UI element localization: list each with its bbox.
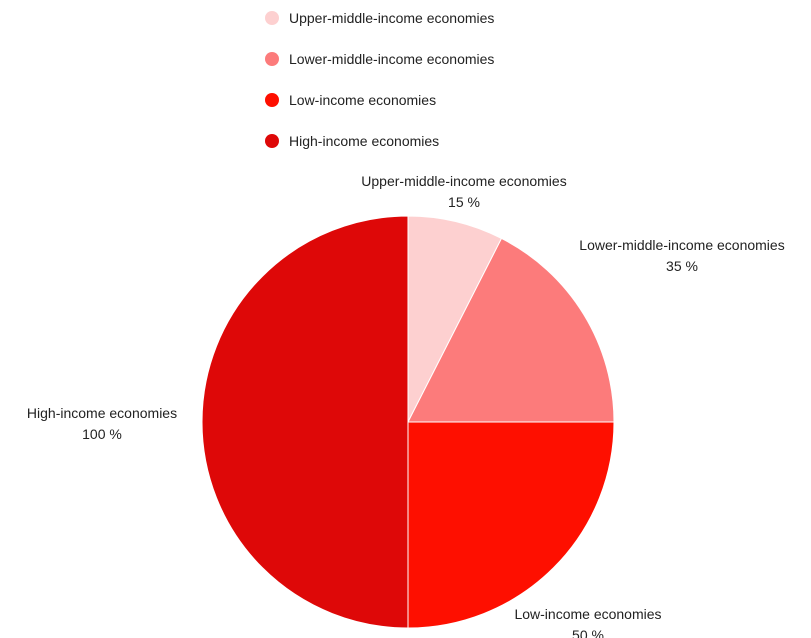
legend-swatch-upper-middle-income xyxy=(265,11,279,25)
chart-legend: Upper-middle-income economies Lower-midd… xyxy=(265,8,494,151)
slice-value-lower-middle-income-economies: 35 % xyxy=(666,258,698,274)
legend-swatch-lower-middle-income xyxy=(265,52,279,66)
pie-slice-low-income-economies[interactable] xyxy=(407,421,615,629)
legend-label: Low-income economies xyxy=(289,92,437,108)
pie-slice-upper-middle-income-economies[interactable] xyxy=(407,215,503,423)
legend-item-upper-middle-income[interactable]: Upper-middle-income economies xyxy=(265,8,494,28)
legend-item-lower-middle-income[interactable]: Lower-middle-income economies xyxy=(265,49,494,69)
legend-swatch-low-income xyxy=(265,93,279,107)
legend-item-low-income[interactable]: Low-income economies xyxy=(265,90,494,110)
slice-label-low-income-economies: Low-income economies xyxy=(514,606,661,622)
slice-value-low-income-economies: 50 % xyxy=(572,627,604,638)
legend-label: Upper-middle-income economies xyxy=(289,10,495,26)
slice-label-upper-middle-income-economies: Upper-middle-income economies xyxy=(361,173,566,189)
slice-value-high-income-economies: 100 % xyxy=(82,426,122,442)
slice-label-high-income-economies: High-income economies xyxy=(27,405,177,421)
legend-label: High-income economies xyxy=(289,133,440,149)
slice-value-upper-middle-income-economies: 15 % xyxy=(448,194,480,210)
slice-label-lower-middle-income-economies: Lower-middle-income economies xyxy=(579,237,784,253)
legend-item-high-income[interactable]: High-income economies xyxy=(265,131,494,151)
pie-slice-high-income-economies[interactable] xyxy=(201,215,409,629)
pie-slice-lower-middle-income-economies[interactable] xyxy=(407,237,615,423)
legend-label: Lower-middle-income economies xyxy=(289,51,495,67)
legend-swatch-high-income xyxy=(265,134,279,148)
